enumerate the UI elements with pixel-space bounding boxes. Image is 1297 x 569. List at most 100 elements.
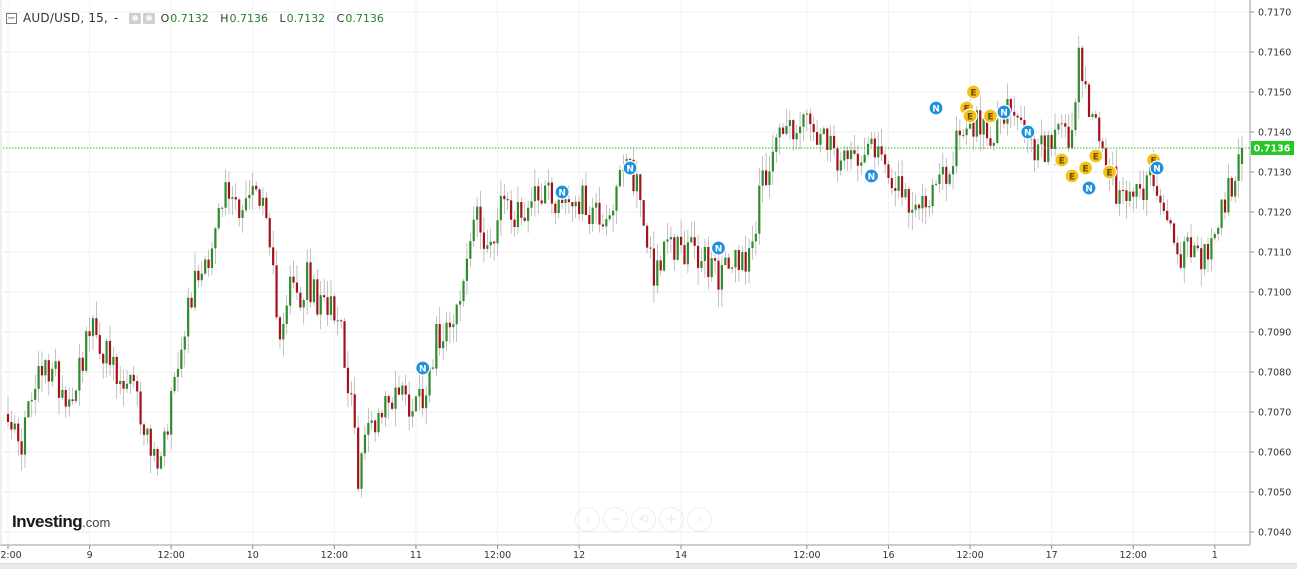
x-tick-label: 11 xyxy=(410,550,422,561)
candle-down xyxy=(333,296,336,321)
economic-event-marker[interactable]: E xyxy=(962,108,978,124)
candle-down xyxy=(1166,210,1169,221)
candle-down xyxy=(346,367,350,394)
candle-down xyxy=(275,265,278,318)
candle-down xyxy=(98,335,101,354)
economic-event-marker[interactable]: E xyxy=(1054,152,1070,168)
candle-down xyxy=(826,128,829,150)
economic-event-marker[interactable]: E xyxy=(982,108,999,124)
y-tick-label: 0.7070 xyxy=(1258,408,1291,419)
candle-down xyxy=(1142,188,1145,201)
candle-down xyxy=(1084,81,1087,85)
economic-event-marker[interactable]: E xyxy=(1064,168,1080,184)
candle-up xyxy=(1213,233,1216,239)
candle-up xyxy=(768,171,771,186)
candle-up xyxy=(452,324,455,328)
news-event-marker[interactable]: N xyxy=(863,168,880,184)
candle-down xyxy=(632,159,635,192)
news-event-marker[interactable]: N xyxy=(1149,160,1165,176)
candle-up xyxy=(336,320,339,322)
candle-up xyxy=(775,137,778,152)
investing-logo: Investing.com xyxy=(12,512,110,532)
candle-down xyxy=(166,431,169,435)
scroll-left-button[interactable]: ‹ xyxy=(575,507,600,532)
candle-up xyxy=(187,297,190,337)
legend-dash: - xyxy=(114,11,119,25)
scroll-right-button[interactable]: › xyxy=(687,507,712,532)
candle-up xyxy=(778,127,781,138)
news-event-marker[interactable]: N xyxy=(622,160,638,176)
candle-down xyxy=(292,276,295,283)
candle-down xyxy=(115,356,118,385)
candle-up xyxy=(319,295,322,315)
candle-up xyxy=(241,210,244,218)
candle-up xyxy=(312,279,316,303)
candle-up xyxy=(1217,227,1220,234)
reset-button[interactable]: ⟲ xyxy=(631,507,656,532)
x-tick-label: 16 xyxy=(882,550,894,561)
economic-event-marker[interactable]: E xyxy=(1101,164,1118,180)
candle-up xyxy=(210,248,214,268)
candle-down xyxy=(683,245,686,265)
economic-event-marker[interactable]: E xyxy=(965,84,982,100)
candle-down xyxy=(1159,195,1162,203)
candle-down xyxy=(571,202,574,207)
candle-down xyxy=(95,318,98,336)
candle-down xyxy=(550,182,554,204)
news-event-marker[interactable]: N xyxy=(415,360,431,376)
candle-up xyxy=(445,322,448,342)
candle-up xyxy=(1240,148,1244,164)
svg-text:N: N xyxy=(932,104,940,114)
eye-icon[interactable] xyxy=(128,12,141,24)
candle-up xyxy=(462,280,465,302)
collapse-legend-button[interactable]: − xyxy=(6,12,17,24)
zoom-out-button[interactable]: − xyxy=(603,507,628,532)
candle-down xyxy=(744,251,747,272)
candle-down xyxy=(873,138,876,158)
news-event-marker[interactable]: N xyxy=(996,104,1012,120)
candle-down xyxy=(1200,248,1203,270)
news-event-marker[interactable]: N xyxy=(1020,124,1036,140)
candle-down xyxy=(540,200,543,204)
news-event-marker[interactable]: N xyxy=(554,184,570,200)
x-tick-label: 12:00 xyxy=(793,550,820,561)
candle-up xyxy=(516,202,520,228)
candle-down xyxy=(679,236,683,246)
news-event-marker[interactable]: N xyxy=(710,240,727,256)
candle-down xyxy=(309,262,312,303)
candle-down xyxy=(727,257,730,269)
candle-down xyxy=(832,135,836,149)
candles xyxy=(6,35,1244,498)
candle-down xyxy=(343,321,346,368)
candle-down xyxy=(1094,114,1097,118)
candle-up xyxy=(1227,178,1230,213)
zoom-in-button[interactable]: + xyxy=(659,507,684,532)
candle-up xyxy=(941,166,944,175)
candle-down xyxy=(567,199,571,203)
candle-up xyxy=(608,215,611,220)
candle-down xyxy=(479,206,482,233)
candle-down xyxy=(1064,123,1067,127)
svg-text:E: E xyxy=(987,112,993,122)
settings-icon[interactable] xyxy=(142,12,155,24)
candle-up xyxy=(221,207,224,209)
candle-up xyxy=(105,340,108,364)
candle-up xyxy=(401,385,404,395)
candle-down xyxy=(815,132,819,145)
economic-event-marker[interactable]: E xyxy=(1088,148,1104,164)
economic-event-marker[interactable]: E xyxy=(1078,160,1094,176)
candle-down xyxy=(1098,117,1101,142)
candle-up xyxy=(635,174,638,192)
candle-down xyxy=(924,196,927,208)
candle-down xyxy=(234,197,237,200)
y-tick-label: 0.7090 xyxy=(1258,328,1291,339)
candle-down xyxy=(972,114,975,137)
news-event-marker[interactable]: N xyxy=(928,100,944,116)
news-event-marker[interactable]: N xyxy=(1081,180,1097,196)
svg-text:N: N xyxy=(558,188,566,198)
candle-up xyxy=(193,270,197,308)
candle-down xyxy=(136,381,139,392)
candle-down xyxy=(278,317,282,340)
